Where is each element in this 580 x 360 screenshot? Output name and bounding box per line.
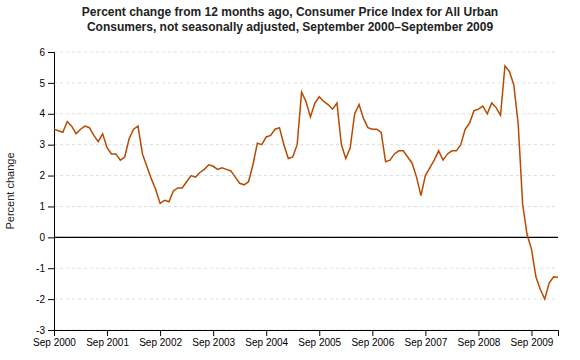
- x-tick-mark: [213, 330, 214, 336]
- y-tick-mark: [48, 83, 54, 84]
- x-axis: Sep 2000 Sep 2001 Sep 2002 Sep 2003 Sep 2004…: [33, 330, 558, 348]
- x-tick: Sep 2003: [192, 330, 235, 348]
- y-tick: 3: [39, 139, 54, 150]
- y-tick-mark: [48, 114, 54, 115]
- title-line: Consumers, not seasonally adjusted, Sept…: [87, 20, 493, 34]
- x-tick-label: Sep 2002: [139, 337, 182, 348]
- y-tick-mark: [48, 52, 54, 53]
- y-tick-label: 2: [39, 170, 45, 181]
- title: Percent change from 12 months ago, Consu…: [82, 5, 498, 34]
- grid-line: [54, 237, 558, 238]
- grid-line: [54, 82, 558, 83]
- y-axis-title: Percent change: [4, 152, 16, 229]
- x-tick: Sep 2006: [351, 330, 394, 348]
- y-tick: 1: [39, 201, 54, 212]
- grid-line: [54, 299, 558, 300]
- grid-line: [54, 268, 558, 269]
- x-tick-mark: [425, 330, 426, 336]
- grid-line: [54, 52, 558, 53]
- y-tick: -3: [36, 325, 54, 336]
- x-tick-label: Sep 2007: [404, 337, 447, 348]
- x-tick-mark: [478, 330, 479, 336]
- x-tick-mark: [372, 330, 373, 336]
- x-tick: Sep 2002: [139, 330, 182, 348]
- x-tick-label: Sep 2000: [33, 337, 76, 348]
- y-tick: 6: [39, 47, 54, 58]
- title-line: Percent change from 12 months ago, Consu…: [82, 5, 498, 19]
- y-tick-label: 5: [39, 78, 45, 89]
- x-tick-label: Sep 2001: [86, 337, 129, 348]
- x-tick-label: Sep 2009: [511, 337, 554, 348]
- x-tick-label: Sep 2003: [192, 337, 235, 348]
- x-tick: Sep 2007: [404, 330, 447, 348]
- x-tick-label: Sep 2008: [458, 337, 501, 348]
- x-tick-label: Sep 2006: [351, 337, 394, 348]
- y-axis: -3 -2 -1 0 1 2 3 4 5 6: [36, 47, 54, 336]
- y-tick-mark: [48, 206, 54, 207]
- y-tick: 4: [39, 108, 54, 119]
- y-tick-mark: [48, 330, 54, 331]
- plot: -3-2-10123456Sep 2000Sep 2001Sep 2002Sep…: [33, 47, 558, 348]
- y-tick: 2: [39, 170, 54, 181]
- x-tick: Sep 2000: [33, 330, 76, 348]
- x-tick: Sep 2008: [458, 330, 501, 348]
- y-tick-label: 6: [39, 47, 45, 58]
- y-tick: -2: [36, 294, 54, 305]
- x-tick: Sep 2009: [511, 330, 554, 348]
- y-tick: -1: [36, 263, 54, 274]
- x-tick: Sep 2004: [245, 330, 288, 348]
- line: [54, 66, 558, 299]
- grid: [54, 52, 558, 330]
- y-tick-mark: [48, 237, 54, 238]
- y-tick-label: 0: [39, 232, 45, 243]
- y-tick-label: -3: [36, 325, 45, 336]
- y-tick-mark: [48, 145, 54, 146]
- y-tick-label: 4: [39, 108, 45, 119]
- y-tick-label: 3: [39, 139, 45, 150]
- grid-line: [54, 113, 558, 114]
- y-tick: 5: [39, 78, 54, 89]
- y-tick-label: 1: [39, 201, 45, 212]
- x-tick: Sep 2005: [298, 330, 341, 348]
- grid-line: [54, 206, 558, 207]
- x-tick-mark: [531, 330, 532, 336]
- y-axis-line: [48, 53, 55, 331]
- x-tick-label: Sep 2004: [245, 337, 288, 348]
- x-tick-label: Sep 2005: [298, 337, 341, 348]
- x-tick-mark: [319, 330, 320, 336]
- grid-line: [54, 175, 558, 176]
- y-tick-mark: [48, 299, 54, 300]
- chart: Percent change from 12 months ago, Consu…: [0, 0, 580, 360]
- marks: [54, 66, 558, 299]
- grid-line: [54, 144, 558, 145]
- x-tick-mark: [54, 330, 55, 336]
- zero-line: [54, 237, 558, 238]
- y-tick-label: -2: [36, 294, 45, 305]
- y-tick: 0: [39, 232, 54, 243]
- y-tick-label: -1: [36, 263, 45, 274]
- y-tick-mark: [48, 176, 54, 177]
- x-tick-mark: [107, 330, 108, 336]
- y-tick-mark: [48, 268, 54, 269]
- x-axis-line: [55, 331, 559, 337]
- x-tick-mark: [160, 330, 161, 336]
- x-tick-mark: [266, 330, 267, 336]
- x-tick: Sep 2001: [86, 330, 129, 348]
